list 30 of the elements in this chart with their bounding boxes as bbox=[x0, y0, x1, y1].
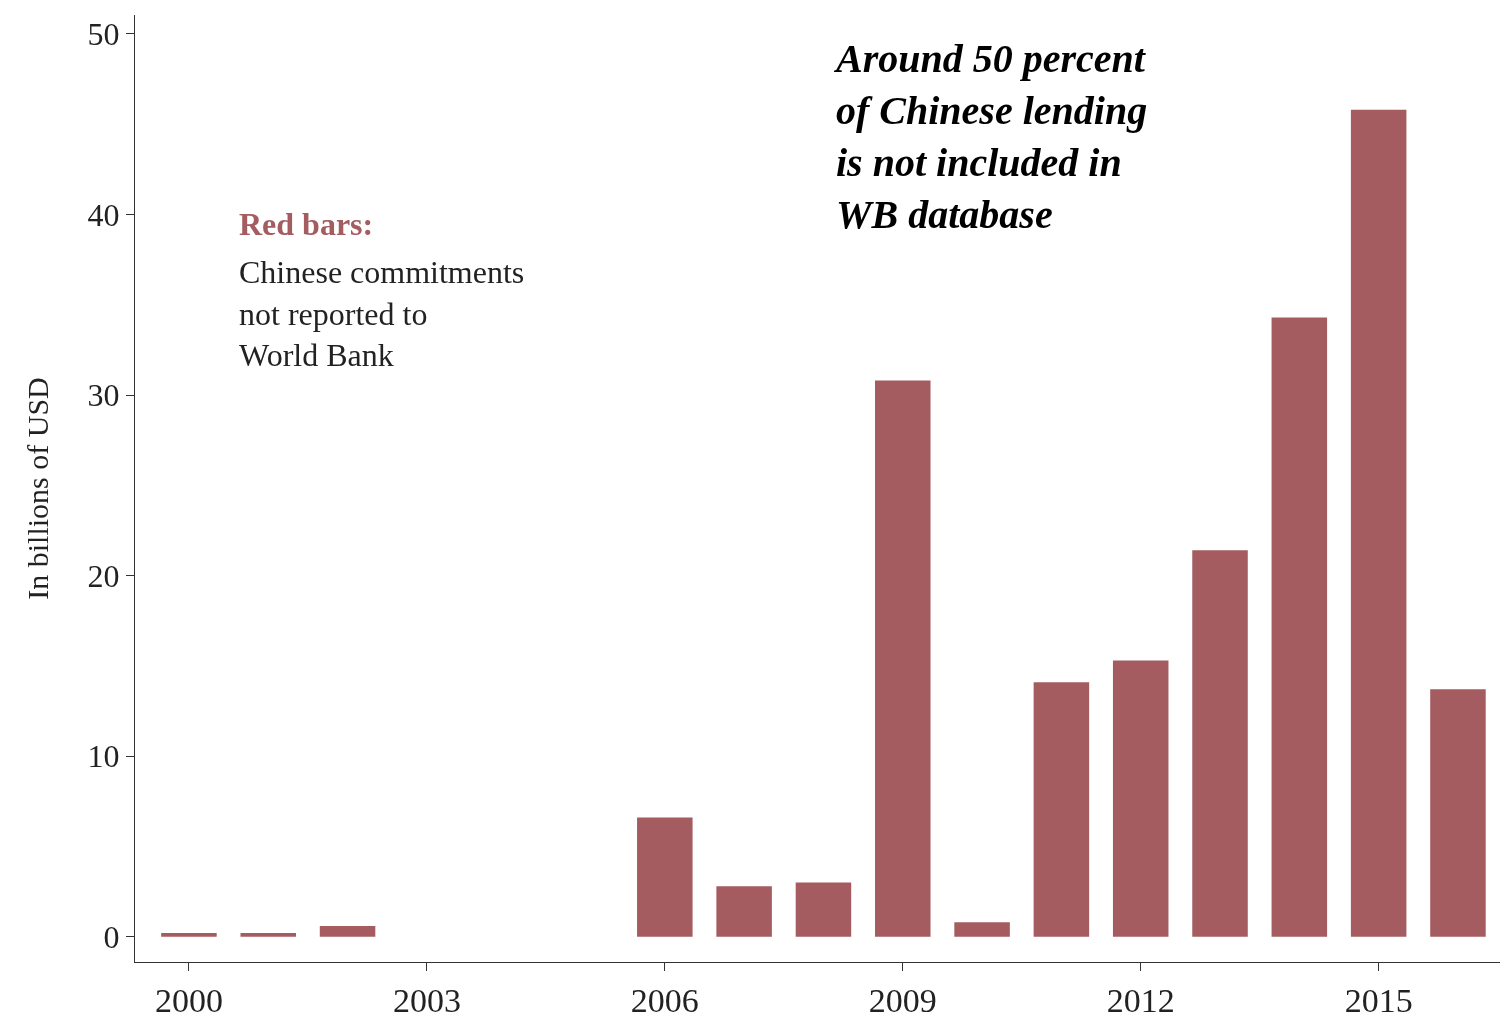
y-tick-label: 20 bbox=[87, 557, 120, 594]
bar bbox=[716, 886, 772, 937]
annotation: Red bars: bbox=[239, 206, 374, 242]
x-tick-label: 2012 bbox=[1106, 981, 1175, 1019]
bar bbox=[1112, 660, 1169, 937]
y-tick-label: 50 bbox=[87, 16, 120, 53]
bar bbox=[1033, 682, 1090, 937]
x-tick-label: 2006 bbox=[630, 981, 699, 1019]
annotation: Chinese commitments not reported to World Bank bbox=[239, 254, 525, 374]
bar bbox=[795, 882, 852, 937]
y-tick-label: 0 bbox=[103, 918, 120, 955]
bar bbox=[1192, 550, 1248, 937]
bar bbox=[875, 380, 931, 937]
bar bbox=[161, 933, 217, 937]
y-axis-title: In billions of USD bbox=[20, 377, 54, 600]
x-tick-label: 2000 bbox=[154, 981, 223, 1019]
bar bbox=[637, 817, 693, 937]
bar bbox=[1350, 109, 1407, 937]
y-tick-label: 40 bbox=[87, 196, 120, 233]
y-tick-label: 30 bbox=[87, 377, 120, 414]
bar bbox=[954, 922, 1010, 937]
bar bbox=[240, 933, 297, 937]
x-tick-label: 2015 bbox=[1344, 981, 1413, 1019]
annotation: Around 50 percent of Chinese lending is not included in WB database bbox=[833, 36, 1148, 237]
bar bbox=[1430, 689, 1486, 937]
bar bbox=[1271, 317, 1328, 937]
bar bbox=[319, 925, 376, 937]
y-tick-label: 10 bbox=[87, 738, 120, 775]
x-tick-label: 2003 bbox=[392, 981, 461, 1019]
x-tick-label: 2009 bbox=[868, 981, 937, 1019]
